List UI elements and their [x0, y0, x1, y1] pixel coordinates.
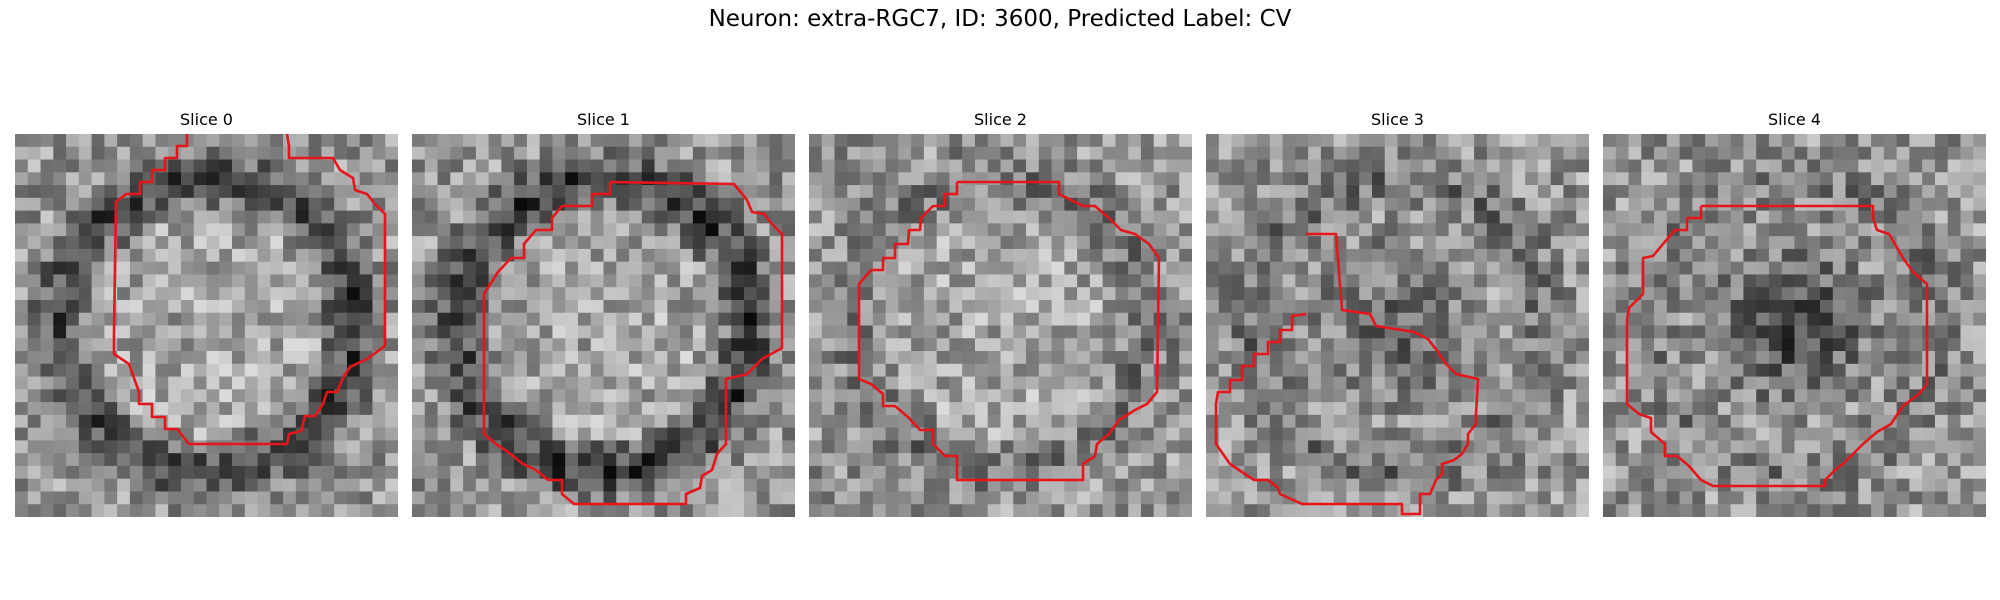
microscopy-slice-image: [809, 134, 1192, 517]
segmentation-contour: [857, 180, 1161, 482]
slice-panel-1: Slice 1: [412, 110, 795, 517]
segmentation-contour: [1625, 204, 1929, 488]
segmentation-contour: [482, 180, 784, 506]
pixel-grid: [1206, 134, 1589, 517]
microscopy-slice-image: [1206, 134, 1589, 517]
microscopy-slice-image: [1603, 134, 1986, 517]
slice-panel-4: Slice 4: [1603, 110, 1986, 517]
slice-title: Slice 0: [180, 110, 233, 129]
pixel-grid: [1603, 134, 1986, 517]
slice-panel-2: Slice 2: [809, 110, 1192, 517]
figure-title: Neuron: extra-RGC7, ID: 3600, Predicted …: [708, 6, 1292, 32]
slice-title: Slice 1: [577, 110, 630, 129]
pixel-grid: [809, 134, 1192, 517]
microscopy-slice-image: [412, 134, 795, 517]
pixel-grid: [15, 134, 398, 517]
segmentation-contour: [1214, 232, 1480, 516]
slice-title: Slice 2: [974, 110, 1027, 129]
slice-panel-0: Slice 0: [15, 110, 398, 517]
pixel-grid: [412, 134, 795, 517]
segmentation-contour: [112, 134, 387, 446]
slice-title: Slice 4: [1768, 110, 1821, 129]
slice-panel-3: Slice 3: [1206, 110, 1589, 517]
slice-title: Slice 3: [1371, 110, 1424, 129]
microscopy-slice-image: [15, 134, 398, 517]
